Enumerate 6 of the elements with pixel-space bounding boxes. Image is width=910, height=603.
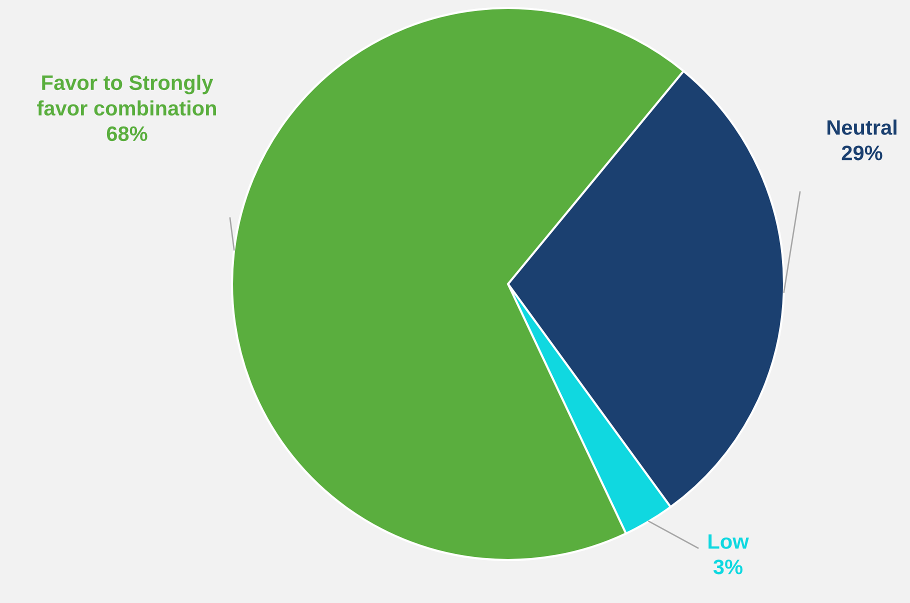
slice-label: Favor to Strongly favor combination [37,74,216,116]
slice-label: Low [708,534,749,549]
slice-label: Neutral [828,120,896,135]
data-label: 29% [842,146,882,160]
data-label: 3% [713,560,743,574]
data-label: 68% [106,126,148,142]
